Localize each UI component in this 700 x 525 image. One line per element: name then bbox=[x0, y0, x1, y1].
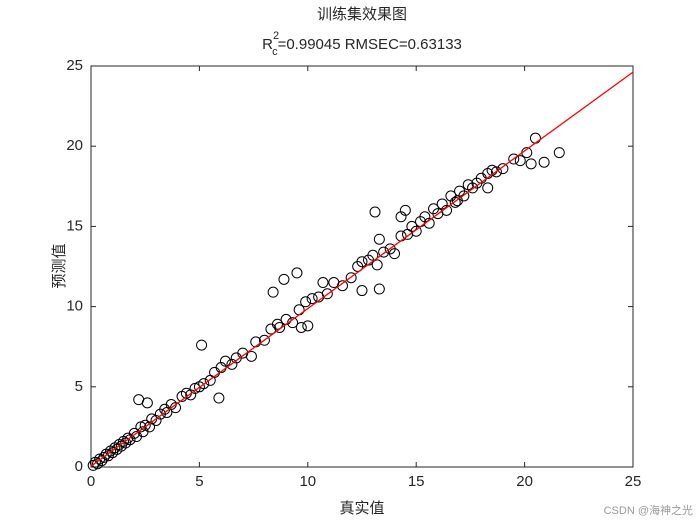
subtitle-base: R bbox=[262, 36, 273, 53]
scatter-point bbox=[302, 320, 314, 332]
y-tick-label: 5 bbox=[75, 378, 83, 395]
scatter-point bbox=[141, 397, 153, 409]
scatter-point bbox=[356, 256, 368, 268]
x-tick-label: 15 bbox=[408, 473, 425, 490]
scatter-point bbox=[356, 285, 368, 297]
scatter-point bbox=[295, 321, 307, 333]
scatter-point bbox=[367, 249, 379, 261]
scatter-point bbox=[441, 204, 453, 216]
scatter-point bbox=[245, 350, 257, 362]
y-tick-label: 10 bbox=[66, 298, 83, 315]
scatter-point bbox=[189, 382, 201, 394]
scatter-point bbox=[128, 427, 140, 439]
scatter-point bbox=[196, 339, 208, 351]
scatter-point bbox=[274, 321, 286, 333]
scatter-point bbox=[497, 163, 509, 175]
scatter-point bbox=[306, 293, 318, 305]
scatter-point bbox=[271, 318, 283, 330]
scatter-point bbox=[345, 272, 357, 284]
scatter-point bbox=[525, 158, 537, 170]
scatter-point bbox=[395, 211, 407, 223]
scatter-point bbox=[198, 378, 210, 390]
scatter-point bbox=[213, 392, 225, 404]
scatter-point bbox=[373, 233, 385, 245]
fit-line bbox=[90, 71, 634, 467]
x-tick-label: 25 bbox=[625, 473, 642, 490]
scatter-point bbox=[451, 195, 463, 207]
scatter-point bbox=[258, 334, 270, 346]
scatter-point bbox=[291, 267, 303, 279]
scatter-point bbox=[449, 196, 461, 208]
subtitle-sup: 2 bbox=[273, 30, 279, 42]
scatter-point bbox=[267, 286, 279, 298]
scatter-point bbox=[371, 259, 383, 271]
x-axis-label: 真实值 bbox=[339, 499, 384, 517]
scatter-point bbox=[410, 225, 422, 237]
scatter-point bbox=[278, 273, 290, 285]
scatter-point bbox=[336, 280, 348, 292]
scatter-point bbox=[553, 147, 565, 159]
scatter-point bbox=[87, 459, 99, 471]
scatter-point bbox=[378, 246, 390, 258]
scatter-point bbox=[317, 277, 329, 289]
scatter-point bbox=[219, 355, 231, 367]
scatter-point bbox=[373, 283, 385, 295]
scatter-point bbox=[389, 248, 401, 260]
x-tick-label: 5 bbox=[195, 473, 203, 490]
y-tick-label: 20 bbox=[66, 137, 83, 154]
y-tick-label: 25 bbox=[66, 57, 83, 74]
scatter-point bbox=[98, 451, 110, 463]
watermark: CSDN @海神之光 bbox=[604, 503, 693, 517]
scatter-point bbox=[482, 182, 494, 194]
y-tick-label: 0 bbox=[75, 458, 83, 475]
x-tick-label: 10 bbox=[299, 473, 316, 490]
scatter-point bbox=[538, 156, 550, 168]
scatter-point bbox=[300, 296, 312, 308]
scatter-point bbox=[508, 153, 520, 165]
chart-title: 训练集效果图 bbox=[317, 6, 407, 23]
subtitle-rest: =0.99045 RMSEC=0.63133 bbox=[278, 36, 462, 53]
x-tick-label: 0 bbox=[87, 473, 95, 490]
y-tick-label: 15 bbox=[66, 217, 83, 234]
chart-subtitle: R2 c=0.99045 RMSEC=0.63133 bbox=[262, 30, 462, 58]
y-axis-label: 预测值 bbox=[51, 243, 68, 288]
scatter-point bbox=[490, 166, 502, 178]
subtitle-sub: c bbox=[272, 46, 278, 58]
scatter-point bbox=[514, 155, 526, 167]
scatter-point bbox=[321, 288, 333, 300]
x-tick-label: 20 bbox=[516, 473, 533, 490]
scatter-point bbox=[139, 419, 151, 431]
scatter-point bbox=[369, 206, 381, 218]
